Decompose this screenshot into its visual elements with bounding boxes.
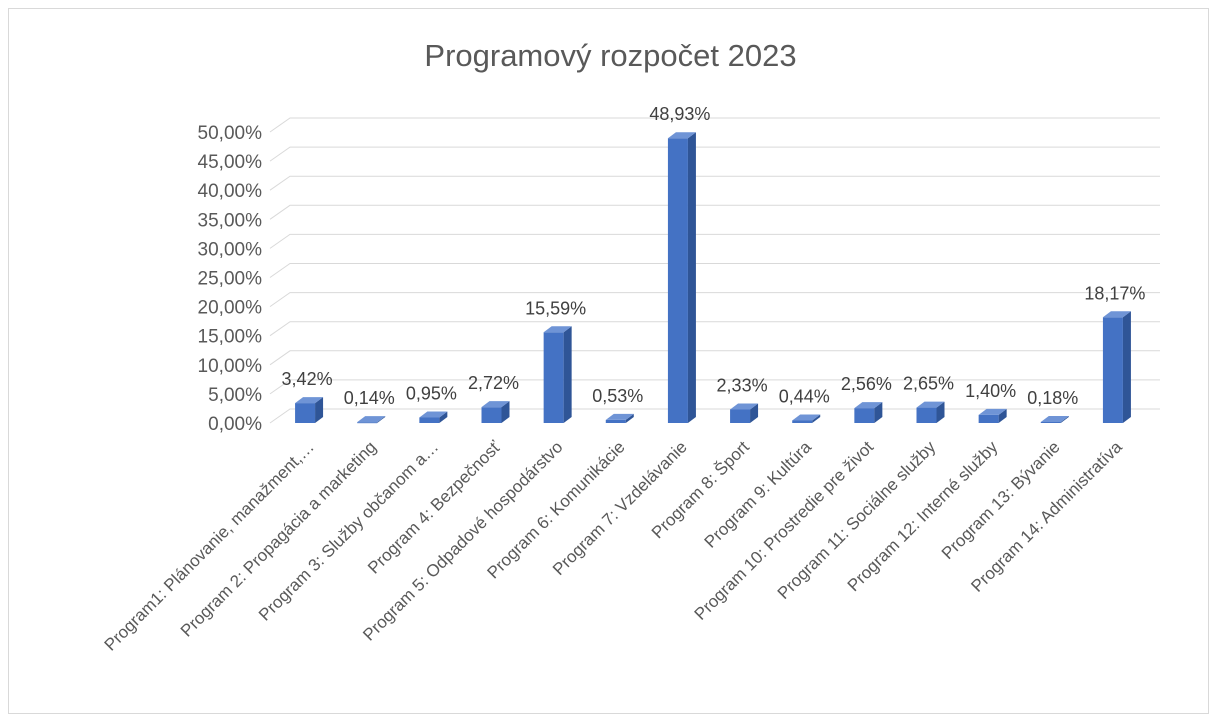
bar	[667, 138, 688, 423]
bar-side	[1122, 311, 1131, 423]
bar-side	[750, 403, 759, 423]
y-tick-label: 30,00%	[198, 239, 263, 260]
gridline	[269, 350, 1160, 366]
bar-top	[792, 414, 821, 421]
bar-side	[501, 401, 510, 423]
y-tick-label: 45,00%	[198, 152, 263, 173]
bar	[1040, 421, 1061, 423]
gridline	[269, 292, 1160, 308]
category-label: Program 13: Bývanie	[938, 437, 1064, 563]
gridline	[269, 146, 1160, 162]
data-label: 48,93%	[649, 104, 710, 124]
bar-top	[730, 403, 759, 410]
data-label: 3,42%	[282, 369, 333, 389]
category-label: Program 9: Kultúra	[701, 437, 816, 552]
gridline	[269, 321, 1160, 337]
bar-side	[377, 416, 386, 423]
bar	[357, 422, 378, 424]
bar-side	[812, 414, 821, 423]
y-tick-label: 40,00%	[198, 181, 263, 202]
y-tick-label: 50,00%	[198, 123, 263, 144]
bar-top	[854, 402, 883, 409]
bar-top	[419, 411, 448, 418]
bar-top	[481, 401, 510, 408]
bar	[730, 409, 751, 423]
bar-top	[543, 326, 572, 333]
bar-top	[1102, 311, 1131, 318]
bar	[543, 332, 564, 423]
y-tick-label: 25,00%	[198, 269, 263, 290]
bar	[295, 403, 316, 423]
data-label: 0,14%	[344, 388, 395, 408]
bar-side	[687, 132, 696, 423]
data-label: 15,59%	[525, 298, 586, 318]
data-label: 0,44%	[779, 386, 830, 406]
bar	[978, 414, 999, 423]
bar-top	[978, 408, 1007, 415]
data-label: 18,17%	[1084, 283, 1145, 303]
bar-top	[605, 413, 634, 420]
bar-side	[998, 408, 1007, 423]
bar-top	[295, 397, 324, 404]
y-tick-label: 10,00%	[198, 356, 263, 377]
gridline	[269, 233, 1160, 249]
data-label: 0,18%	[1027, 388, 1078, 408]
chart-frame	[8, 8, 1209, 714]
bar-top	[916, 401, 945, 408]
data-label: 2,65%	[903, 374, 954, 394]
data-label: 2,56%	[841, 374, 892, 394]
bar-top	[1040, 415, 1069, 422]
bar	[481, 407, 502, 423]
gridline	[269, 175, 1160, 191]
bar	[916, 407, 937, 423]
bar	[605, 419, 626, 423]
y-tick-label: 15,00%	[198, 327, 263, 348]
category-label: Program1: Plánovanie, manažment,…	[101, 437, 318, 654]
bar-side	[936, 401, 945, 423]
y-tick-label: 35,00%	[198, 210, 263, 231]
gridline	[269, 263, 1160, 278]
bar	[792, 420, 813, 423]
gridline	[269, 408, 1160, 424]
bar-top	[667, 132, 696, 139]
bar-side	[874, 402, 883, 423]
data-label: 1,40%	[965, 381, 1016, 401]
bar-side	[625, 413, 634, 423]
y-tick-label: 0,00%	[208, 414, 262, 435]
bar-side	[1060, 415, 1069, 423]
bar	[419, 417, 440, 423]
bar	[1102, 317, 1123, 423]
bar-side	[315, 397, 324, 423]
data-label: 2,33%	[717, 375, 768, 395]
bar-side	[563, 326, 572, 423]
y-tick-label: 20,00%	[198, 298, 263, 319]
bar-side	[439, 411, 448, 423]
gridline	[269, 117, 1160, 133]
data-label: 0,95%	[406, 383, 457, 403]
gridline	[269, 379, 1160, 395]
gridline	[269, 204, 1160, 220]
data-label: 2,72%	[468, 373, 519, 393]
y-tick-label: 5,00%	[208, 385, 262, 406]
data-label: 0,53%	[592, 386, 643, 406]
bar-top	[357, 416, 386, 423]
bar	[854, 408, 875, 423]
chart-title: Programový rozpočet 2023	[424, 38, 797, 73]
